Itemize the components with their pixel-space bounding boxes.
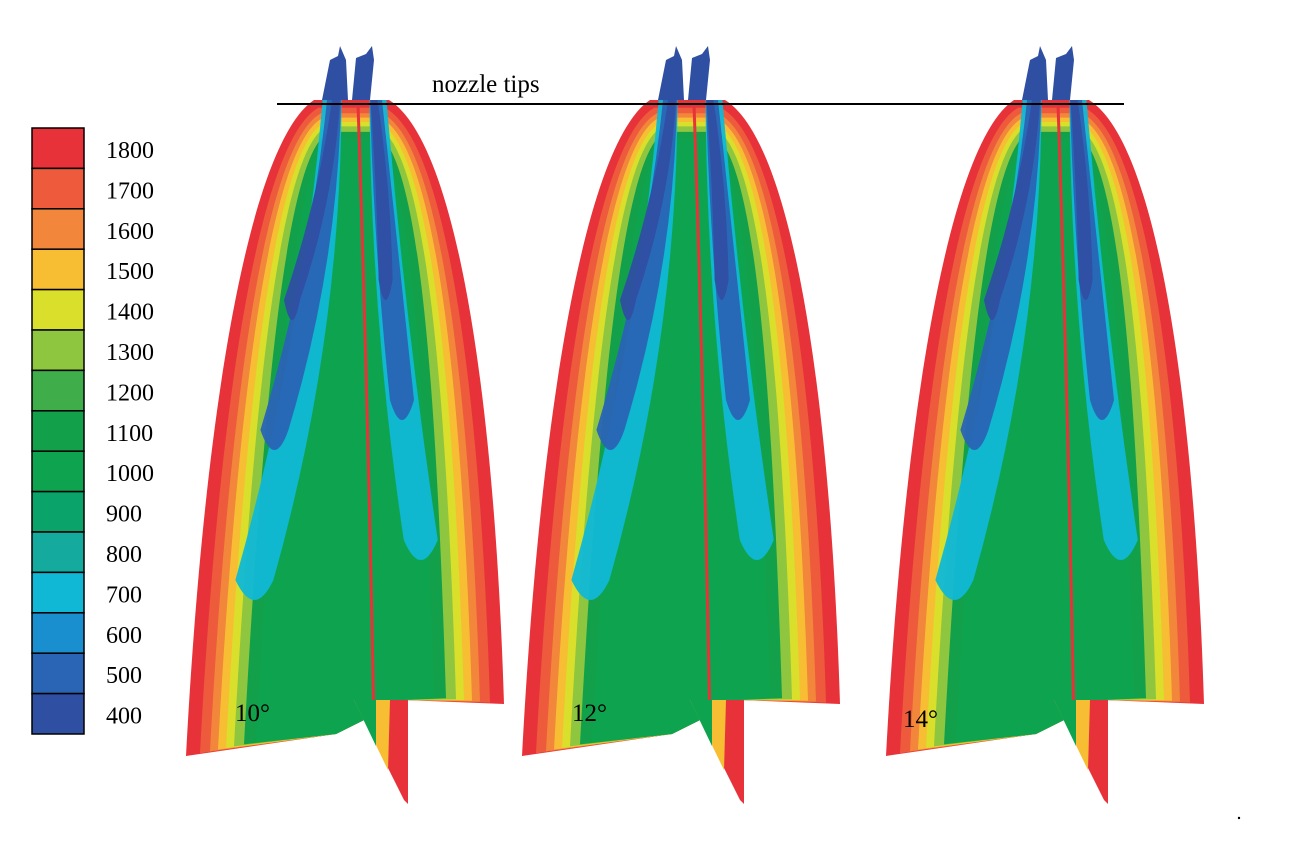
colorbar-cell-1300 xyxy=(31,329,85,372)
colorbar-cell-1800 xyxy=(31,127,85,170)
colorbar-tick-label: 1400 xyxy=(106,300,154,326)
angle-label-12: 12° xyxy=(572,700,607,727)
plume-dark-left xyxy=(620,100,676,320)
temperature-color-bar: 1800 1700 1600 1500 1400 1300 1200 1100 1000 900 8… xyxy=(31,127,154,735)
nozzle-tips-label: nozzle tips xyxy=(432,71,540,98)
colorbar-tick-label: 500 xyxy=(106,663,142,689)
nozzle-right-icon xyxy=(352,46,374,100)
center-hot-streak xyxy=(356,103,376,731)
colorbar-cell-1400 xyxy=(31,288,85,331)
cut-plane-fin-core xyxy=(1054,700,1076,746)
colorbar-tick-label: 1500 xyxy=(106,259,154,285)
colorbar-tick-label: 1800 xyxy=(106,138,154,164)
angle-label-10: 10° xyxy=(235,700,270,727)
colorbar-cell-800 xyxy=(31,531,85,574)
spray-panel-2 xyxy=(522,46,840,804)
colorbar-cell-700 xyxy=(31,571,85,614)
angle-label-14: 14° xyxy=(903,706,938,733)
center-hot-streak xyxy=(692,103,712,731)
nozzle-left-icon xyxy=(1022,46,1048,100)
plume-dark-right xyxy=(370,100,393,300)
colorbar-tick-label: 1700 xyxy=(106,178,154,204)
stray-dot xyxy=(1237,816,1241,820)
colorbar-tick-label: 1600 xyxy=(106,219,154,245)
cut-plane-fin-core xyxy=(354,700,376,746)
colorbar-tick-label: 1200 xyxy=(106,380,154,406)
nozzle-right-icon xyxy=(688,46,710,100)
colorbar-tick-label: 1000 xyxy=(106,461,154,487)
colorbar-cell-1600 xyxy=(31,208,85,250)
spray-panel-1 xyxy=(186,46,504,804)
colorbar-cell-1100 xyxy=(31,410,85,452)
colorbar-cell-600 xyxy=(31,612,85,654)
plume-dark-right xyxy=(706,100,729,300)
colorbar-cell-1000 xyxy=(31,450,85,493)
plume-dark-left xyxy=(284,100,340,320)
spray-panel-3 xyxy=(886,46,1204,804)
colorbar-cell-500 xyxy=(31,652,85,695)
colorbar-tick-label: 1100 xyxy=(106,421,153,447)
nozzle-right-icon xyxy=(1052,46,1074,100)
spray-panels xyxy=(186,46,1204,804)
colorbar-tick-label: 800 xyxy=(106,542,142,568)
center-hot-streak xyxy=(1056,103,1076,731)
colorbar-tick-label: 400 xyxy=(106,704,142,730)
nozzle-left-icon xyxy=(322,46,348,100)
colorbar-tick-label: 600 xyxy=(106,623,142,649)
plume-dark-left xyxy=(984,100,1040,320)
colorbar-tick-label: 700 xyxy=(106,582,142,608)
colorbar-tick-label: 900 xyxy=(106,502,142,528)
colorbar-cell-1500 xyxy=(31,248,85,291)
cut-plane-fin-core xyxy=(690,700,712,746)
colorbar-cell-1700 xyxy=(31,167,85,210)
plume-dark-right xyxy=(1070,100,1093,300)
colorbar-cell-900 xyxy=(31,490,85,533)
colorbar-tick-label: 1300 xyxy=(106,340,154,366)
nozzle-left-icon xyxy=(658,46,684,100)
colorbar-cell-1200 xyxy=(31,369,85,412)
colorbar-cell-400 xyxy=(31,692,85,735)
